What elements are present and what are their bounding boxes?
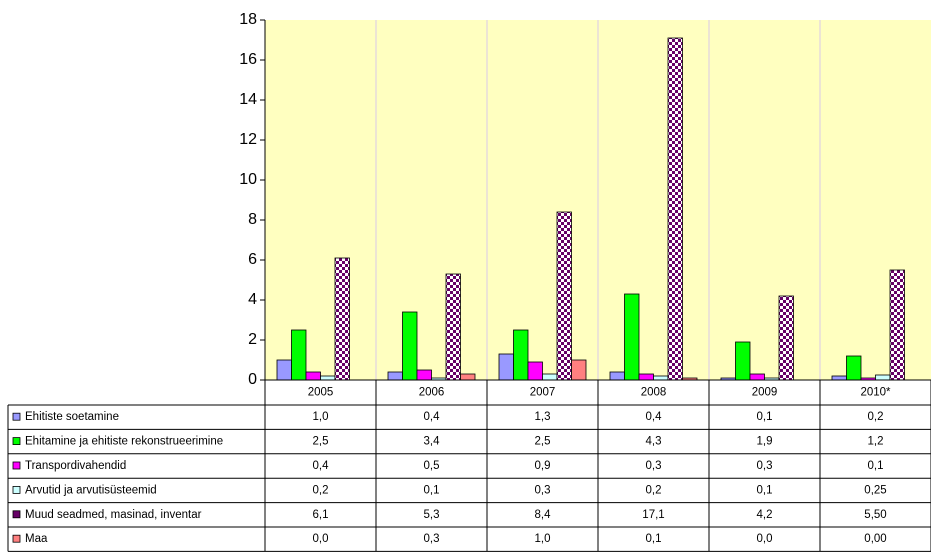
bar (778, 295, 794, 381)
legend-marker (12, 437, 21, 446)
legend-label: Transpordivahendid (25, 460, 126, 472)
bar (445, 273, 461, 381)
table-cell: 0,25 (864, 484, 886, 496)
x-tick-label: 2007 (530, 387, 556, 399)
bar (276, 359, 292, 381)
x-tick-label: 2006 (419, 387, 445, 399)
table-cell: 0,4 (313, 460, 330, 472)
table-cell: 17,1 (642, 509, 664, 521)
legend-marker (12, 412, 21, 421)
y-tick-label: 2 (248, 331, 257, 348)
table-cell: 0,2 (646, 484, 662, 496)
bar (653, 375, 669, 381)
bar (460, 373, 476, 381)
table-cell: 0,9 (535, 460, 551, 472)
legend-marker (12, 485, 21, 494)
y-tick-label: 10 (239, 171, 257, 188)
y-tick-label: 4 (248, 291, 257, 308)
bar (527, 361, 543, 381)
table-cell: 8,4 (535, 509, 552, 521)
table-cell: 4,3 (646, 436, 662, 448)
table-cell: 5,50 (864, 509, 886, 521)
bar (498, 353, 514, 381)
y-tick-label: 6 (248, 251, 257, 268)
table-cell: 0,5 (424, 460, 440, 472)
bar (846, 355, 862, 381)
table-cell: 0,3 (424, 533, 440, 545)
table-cell: 0,1 (868, 460, 884, 472)
table-cell: 0,3 (535, 484, 551, 496)
bar (875, 374, 891, 381)
table-cell: 1,3 (535, 411, 551, 423)
legend-marker (12, 510, 21, 519)
table-cell: 0,1 (757, 411, 773, 423)
bar (638, 373, 654, 381)
table-cell: 0,1 (646, 533, 662, 545)
table-cell: 0,4 (646, 411, 663, 423)
bar (735, 341, 751, 381)
table-cell: 0,0 (757, 533, 773, 545)
table-cell: 6,1 (313, 509, 329, 521)
legend-label: Muud seadmed, masinad, inventar (25, 509, 202, 521)
y-tick-label: 12 (239, 131, 257, 148)
bar (334, 257, 350, 381)
table-cell: 1,9 (757, 436, 773, 448)
table-cell: 5,3 (424, 509, 440, 521)
table-cell: 0,1 (757, 484, 773, 496)
x-tick-label: 2010* (860, 387, 891, 399)
y-tick-label: 0 (248, 371, 257, 388)
bar (320, 375, 336, 381)
y-tick-label: 16 (239, 51, 257, 68)
table-cell: 2,5 (535, 436, 551, 448)
legend-marker (12, 534, 21, 543)
bar (556, 211, 572, 381)
bar (542, 373, 558, 381)
y-tick-label: 8 (248, 211, 257, 228)
bar (749, 373, 765, 381)
bar (571, 359, 587, 381)
table-cell: 0,2 (313, 484, 329, 496)
bar (609, 371, 625, 381)
table-cell: 0,3 (757, 460, 773, 472)
legend-label: Maa (25, 533, 48, 545)
bar (831, 375, 847, 381)
y-tick-label: 14 (239, 91, 257, 108)
bar (416, 369, 432, 381)
x-tick-label: 2009 (752, 387, 778, 399)
bar (387, 371, 403, 381)
table-cell: 0,3 (646, 460, 662, 472)
bar (667, 37, 683, 381)
table-cell: 0,2 (868, 411, 884, 423)
table-cell: 3,4 (424, 436, 441, 448)
table-cell: 0,00 (864, 533, 886, 545)
table-cell: 0,0 (313, 533, 329, 545)
bar (305, 371, 321, 381)
legend-marker (12, 461, 21, 470)
x-tick-label: 2005 (308, 387, 334, 399)
table-cell: 4,2 (757, 509, 773, 521)
legend-label: Ehitiste soetamine (25, 411, 119, 423)
table-cell: 1,0 (535, 533, 551, 545)
table-cell: 1,0 (313, 411, 329, 423)
bar (513, 329, 529, 381)
bar (402, 311, 418, 381)
y-tick-label: 18 (239, 11, 257, 28)
x-tick-label: 2008 (641, 387, 667, 399)
table-cell: 0,4 (424, 411, 441, 423)
table-cell: 2,5 (313, 436, 329, 448)
table-cell: 0,1 (424, 484, 440, 496)
bar (624, 293, 640, 381)
bar (291, 329, 307, 381)
bar (889, 269, 905, 381)
legend-label: Ehitamine ja ehitiste rekonstrueerimine (25, 436, 223, 448)
legend-label: Arvutid ja arvutisüsteemid (25, 484, 157, 496)
table-cell: 1,2 (868, 436, 884, 448)
